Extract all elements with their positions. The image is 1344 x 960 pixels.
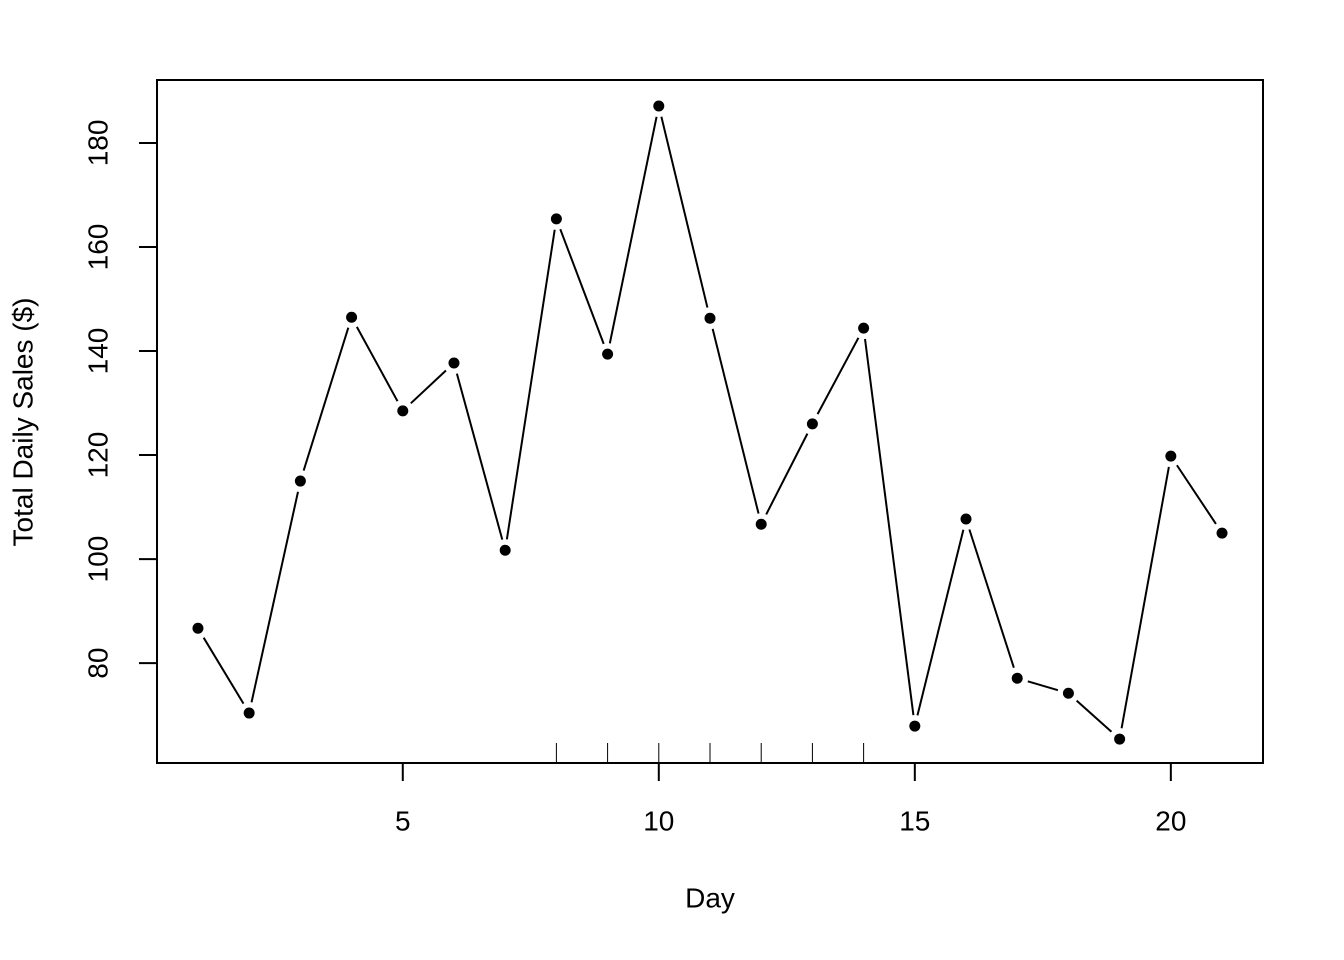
line-segment — [1176, 464, 1217, 525]
y-tick-label: 160 — [82, 224, 113, 271]
point — [909, 720, 921, 732]
point — [858, 322, 870, 334]
point — [192, 622, 204, 634]
point — [704, 312, 716, 324]
line-segment — [410, 369, 447, 405]
line-segment — [765, 433, 809, 515]
line-segment — [968, 529, 1015, 669]
line-segment — [1075, 699, 1113, 733]
line-segment — [608, 116, 658, 344]
y-tick-label: 120 — [82, 432, 113, 479]
y-tick-label: 100 — [82, 536, 113, 583]
line-segment — [250, 491, 299, 703]
y-tick-label: 180 — [82, 120, 113, 167]
x-tick-label: 15 — [899, 805, 930, 836]
point — [1011, 672, 1023, 684]
line-segment — [302, 327, 350, 471]
line-segment — [455, 373, 504, 540]
x-tick-label: 10 — [643, 805, 674, 836]
point — [243, 707, 255, 719]
point — [448, 357, 460, 369]
line-segment — [660, 116, 709, 308]
point — [499, 544, 511, 556]
point — [550, 213, 562, 225]
x-axis-title: Day — [685, 882, 735, 913]
line-segment — [559, 228, 605, 345]
point — [1062, 687, 1074, 699]
point — [346, 311, 358, 323]
point — [1216, 527, 1228, 539]
line-segment — [355, 326, 399, 402]
point — [1165, 450, 1177, 462]
y-tick-label: 140 — [82, 328, 113, 375]
x-tick-label: 5 — [395, 805, 411, 836]
point — [755, 518, 767, 530]
point — [602, 348, 614, 360]
line-segment — [916, 529, 965, 716]
point — [960, 513, 972, 525]
y-tick-label: 80 — [82, 648, 113, 679]
line-segment — [505, 229, 556, 540]
point — [1114, 733, 1126, 745]
point — [653, 100, 665, 112]
plot-frame — [156, 79, 1264, 764]
line-segment — [864, 338, 915, 716]
line-segment — [1120, 466, 1170, 729]
point — [397, 405, 409, 417]
x-tick-label: 20 — [1155, 805, 1186, 836]
y-axis-title: Total Daily Sales ($) — [7, 298, 38, 547]
line-segment — [202, 637, 245, 705]
line-segment — [1027, 680, 1059, 692]
point — [294, 475, 306, 487]
line-segment — [711, 328, 760, 514]
point — [806, 418, 818, 430]
line-segment — [816, 337, 860, 415]
